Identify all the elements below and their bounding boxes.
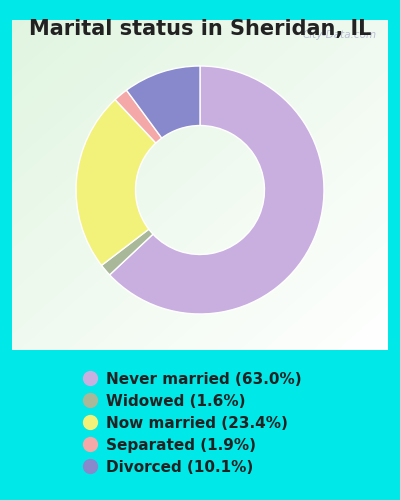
- Wedge shape: [110, 66, 324, 314]
- Wedge shape: [76, 100, 156, 266]
- Wedge shape: [102, 229, 153, 275]
- Wedge shape: [126, 66, 200, 138]
- Text: Marital status in Sheridan, IL: Marital status in Sheridan, IL: [29, 19, 371, 39]
- Text: City-Data.com: City-Data.com: [302, 30, 377, 40]
- Wedge shape: [115, 90, 162, 143]
- Legend: Never married (63.0%), Widowed (1.6%), Now married (23.4%), Separated (1.9%), Di: Never married (63.0%), Widowed (1.6%), N…: [80, 368, 306, 480]
